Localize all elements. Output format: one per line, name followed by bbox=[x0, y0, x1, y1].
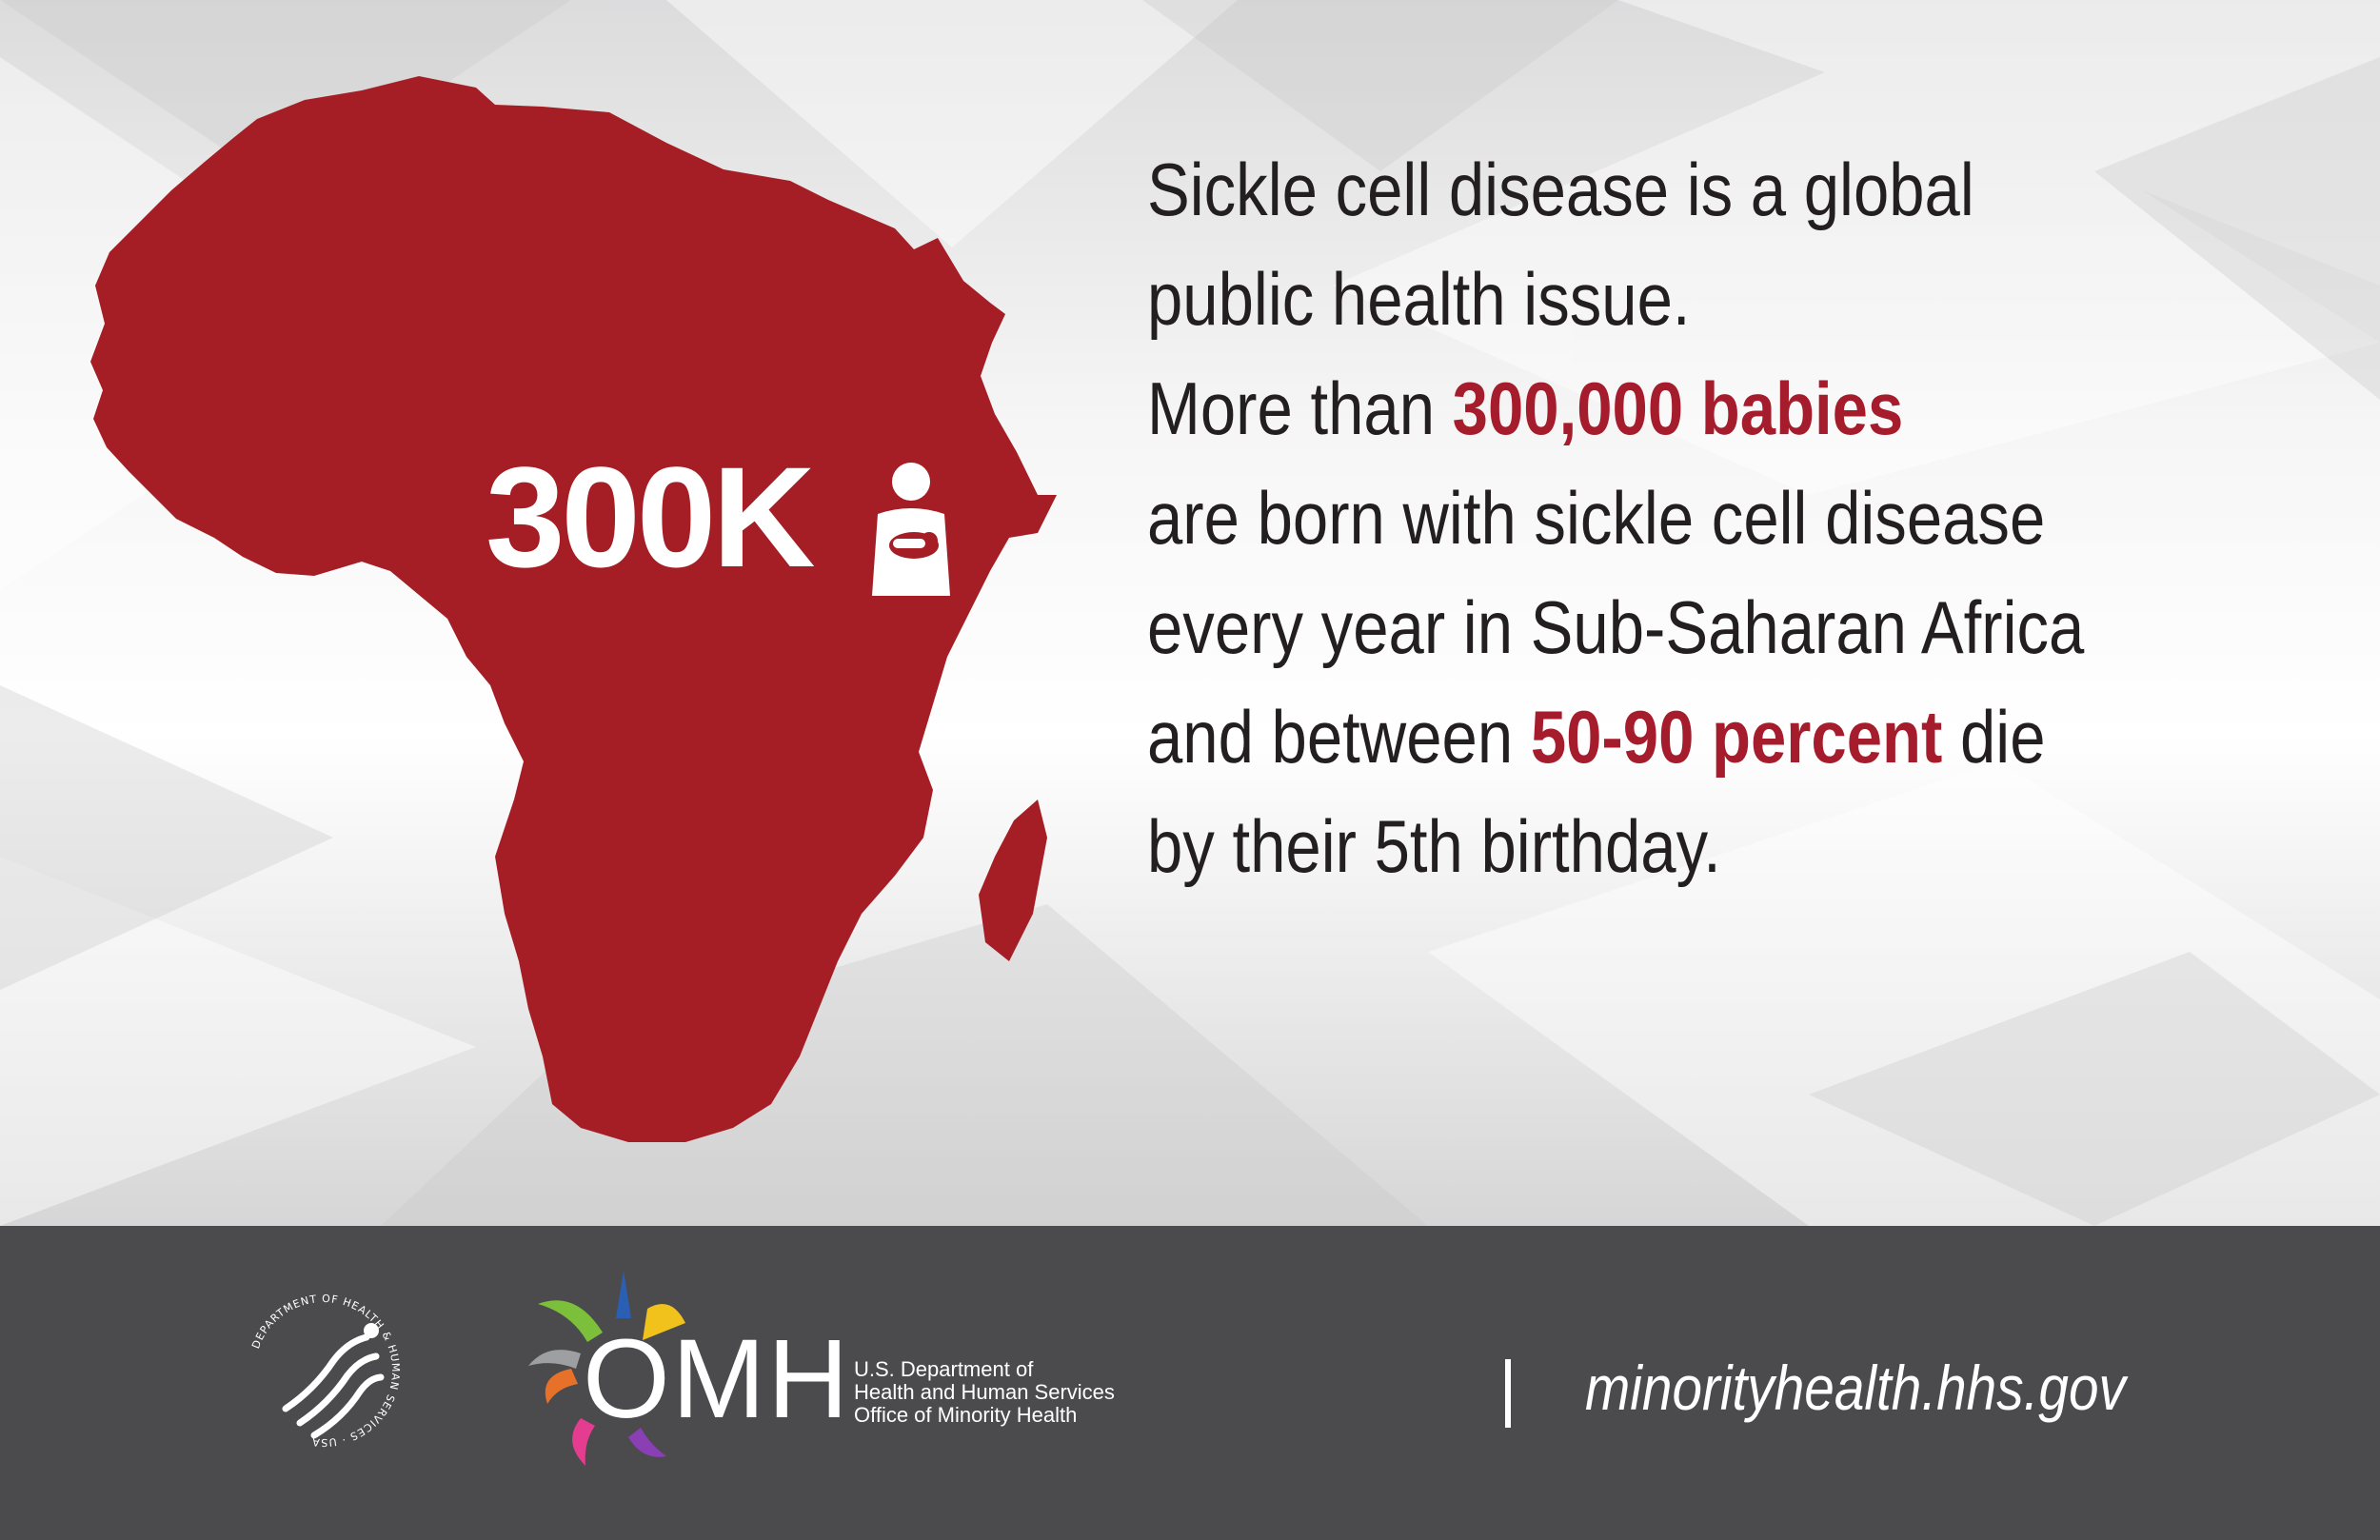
body-line-1-text: More than bbox=[1147, 366, 1453, 450]
message-text: Sickle cell disease is a global public h… bbox=[1147, 152, 2347, 918]
highlight-babies: 300,000 babies bbox=[1452, 366, 1904, 450]
footer-bar bbox=[0, 1226, 2380, 1540]
body-line-4-pre: and between bbox=[1147, 695, 1531, 779]
body-line-3: every year in Sub-Saharan Africa bbox=[1147, 585, 2085, 669]
hhs-seal-logo: DEPARTMENT OF HEALTH & HUMAN SERVICES · … bbox=[249, 1293, 401, 1449]
omh-wordmark: OMH bbox=[583, 1316, 851, 1442]
headline-line-2: public health issue. bbox=[1147, 257, 1691, 341]
body-line-1: More than 300,000 babies bbox=[1147, 371, 2179, 481]
org-line-3: Office of Minority Health bbox=[854, 1403, 1078, 1427]
stat-number: 300K bbox=[486, 437, 816, 597]
africa-map bbox=[90, 76, 1057, 1142]
headline-line-1: Sickle cell disease is a global bbox=[1147, 148, 1974, 231]
body-line-4-post: die bbox=[1942, 695, 2046, 779]
background-pattern bbox=[0, 0, 2380, 1226]
body-line-5: by their 5th birthday. bbox=[1147, 804, 1721, 888]
website-link[interactable]: minorityhealth.hhs.gov bbox=[1585, 1352, 2126, 1423]
omh-tagline: U.S. Department of Health and Human Serv… bbox=[854, 1358, 1115, 1427]
mother-holding-baby-icon bbox=[872, 463, 950, 596]
org-line-2: Health and Human Services bbox=[854, 1380, 1115, 1404]
body-line-2: are born with sickle cell disease bbox=[1147, 476, 2046, 560]
footer-divider bbox=[1505, 1359, 1511, 1428]
highlight-percent: 50-90 percent bbox=[1530, 695, 1943, 779]
org-line-1: U.S. Department of bbox=[854, 1357, 1034, 1381]
body-line-4: and between 50-90 percent die bbox=[1147, 700, 2179, 809]
omh-logo-mark bbox=[528, 1271, 685, 1466]
